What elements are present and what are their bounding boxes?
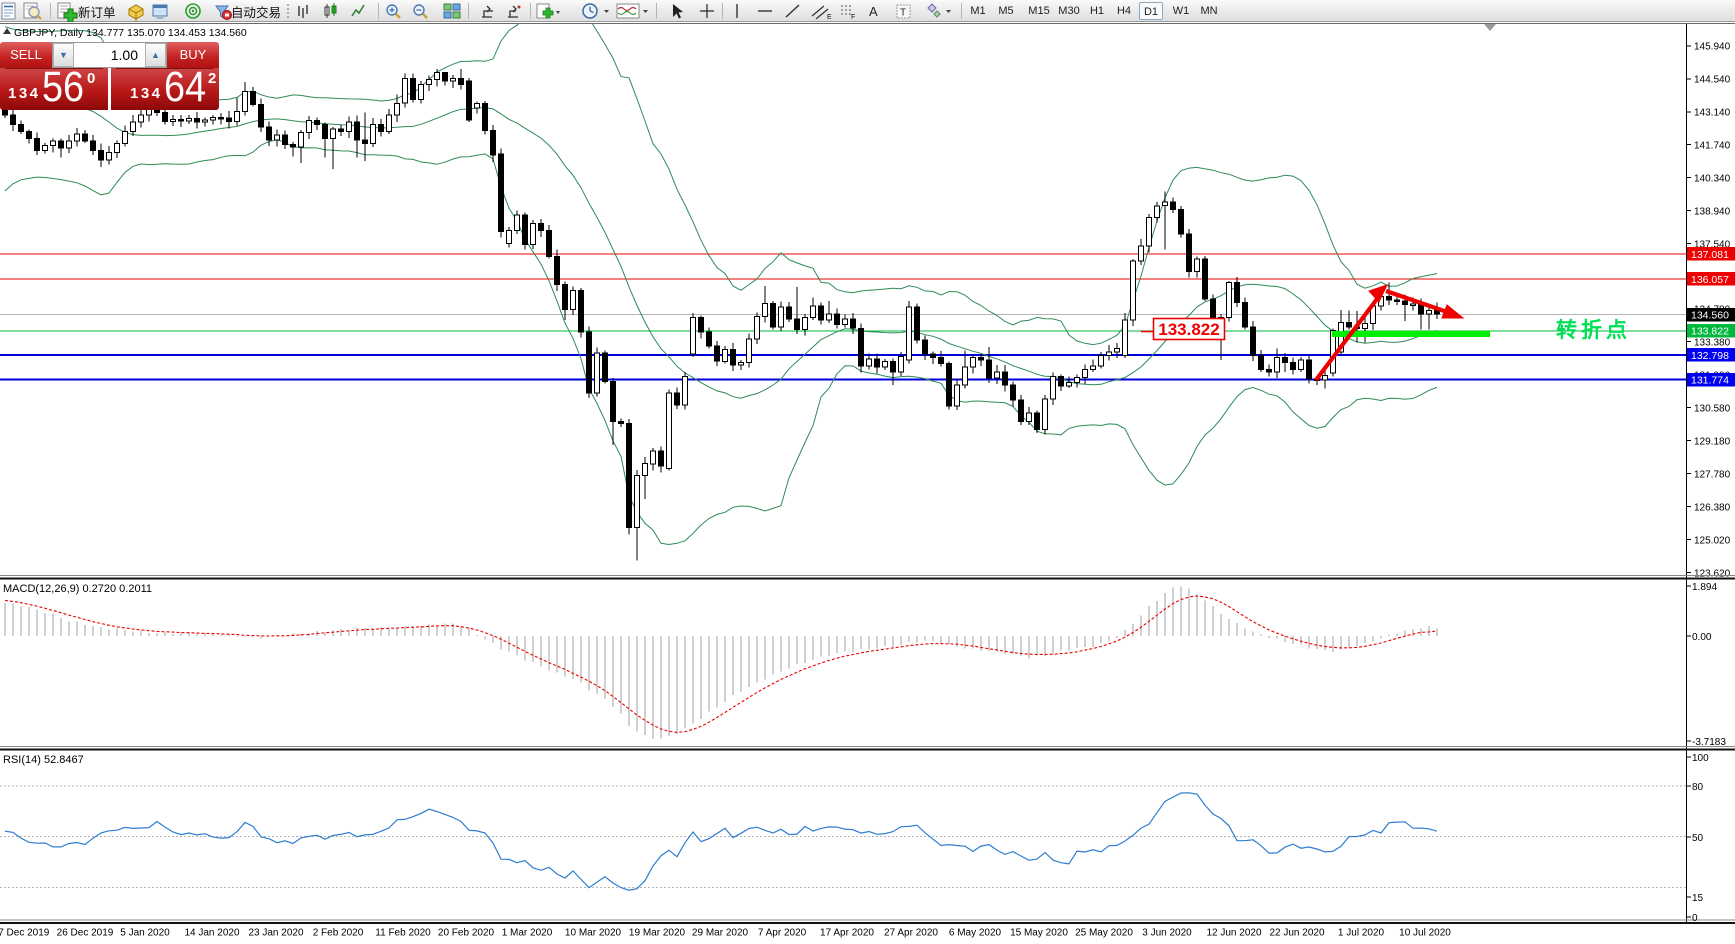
svg-text:17 Dec 2019: 17 Dec 2019 bbox=[0, 928, 50, 939]
svg-text:144.540: 144.540 bbox=[1694, 75, 1731, 86]
svg-text:134.560: 134.560 bbox=[1691, 310, 1729, 322]
svg-text:137.081: 137.081 bbox=[1691, 249, 1729, 261]
svg-text:80: 80 bbox=[1692, 782, 1704, 793]
svg-text:141.740: 141.740 bbox=[1694, 141, 1731, 152]
svg-text:10 Jul 2020: 10 Jul 2020 bbox=[1399, 928, 1451, 939]
svg-text:E: E bbox=[827, 14, 832, 21]
svg-text:0.00: 0.00 bbox=[1692, 632, 1712, 643]
svg-text:GBPJPY, Daily 134.777 135.070: GBPJPY, Daily 134.777 135.070 134.453 13… bbox=[14, 27, 247, 39]
svg-text:12 Jun 2020: 12 Jun 2020 bbox=[1206, 928, 1261, 939]
svg-text:15: 15 bbox=[1692, 893, 1704, 904]
svg-text:F: F bbox=[851, 14, 855, 21]
svg-text:50: 50 bbox=[1692, 833, 1704, 844]
svg-text:132.798: 132.798 bbox=[1691, 350, 1729, 362]
svg-text:143.140: 143.140 bbox=[1694, 108, 1731, 119]
svg-text:133.380: 133.380 bbox=[1694, 338, 1731, 349]
svg-text:1.894: 1.894 bbox=[1692, 582, 1717, 593]
svg-text:A: A bbox=[869, 4, 878, 19]
svg-text:1 Mar 2020: 1 Mar 2020 bbox=[502, 928, 553, 939]
svg-text:14 Jan 2020: 14 Jan 2020 bbox=[184, 928, 239, 939]
svg-text:127.780: 127.780 bbox=[1694, 469, 1731, 480]
svg-text:136.057: 136.057 bbox=[1691, 274, 1729, 286]
svg-text:RSI(14) 52.8467: RSI(14) 52.8467 bbox=[3, 754, 84, 766]
svg-text:26 Dec 2019: 26 Dec 2019 bbox=[57, 928, 114, 939]
svg-text:6 May 2020: 6 May 2020 bbox=[949, 928, 1002, 939]
svg-text:1 Jul 2020: 1 Jul 2020 bbox=[1338, 928, 1385, 939]
svg-text:MACD(12,26,9) 0.2720 0.2011: MACD(12,26,9) 0.2720 0.2011 bbox=[3, 583, 152, 595]
svg-text:2 Feb 2020: 2 Feb 2020 bbox=[313, 928, 364, 939]
svg-text:29 Mar 2020: 29 Mar 2020 bbox=[692, 928, 749, 939]
svg-text:137.540: 137.540 bbox=[1694, 240, 1731, 251]
svg-text:129.180: 129.180 bbox=[1694, 437, 1731, 448]
svg-text:100: 100 bbox=[1692, 753, 1709, 764]
svg-text:11 Feb 2020: 11 Feb 2020 bbox=[375, 928, 431, 939]
svg-text:131.774: 131.774 bbox=[1691, 375, 1729, 387]
svg-text:22 Jun 2020: 22 Jun 2020 bbox=[1269, 928, 1324, 939]
svg-text:125.020: 125.020 bbox=[1694, 535, 1731, 546]
svg-text:133.822: 133.822 bbox=[1691, 326, 1729, 338]
svg-text:27 Apr 2020: 27 Apr 2020 bbox=[884, 928, 938, 939]
svg-text:126.380: 126.380 bbox=[1694, 502, 1731, 513]
svg-text:23 Jan 2020: 23 Jan 2020 bbox=[248, 928, 303, 939]
svg-text:20 Feb 2020: 20 Feb 2020 bbox=[438, 928, 495, 939]
svg-text:10 Mar 2020: 10 Mar 2020 bbox=[565, 928, 622, 939]
svg-text:T: T bbox=[900, 8, 906, 19]
svg-text:0: 0 bbox=[1692, 913, 1698, 924]
svg-text:3 Jun 2020: 3 Jun 2020 bbox=[1142, 928, 1192, 939]
svg-text:转折点: 转折点 bbox=[1556, 318, 1631, 342]
svg-text:5 Jan 2020: 5 Jan 2020 bbox=[120, 928, 170, 939]
svg-text:19 Mar 2020: 19 Mar 2020 bbox=[629, 928, 686, 939]
svg-text:130.580: 130.580 bbox=[1694, 404, 1731, 415]
svg-text:138.940: 138.940 bbox=[1694, 207, 1731, 218]
svg-text:140.340: 140.340 bbox=[1694, 174, 1731, 185]
svg-text:-3.7183: -3.7183 bbox=[1692, 737, 1726, 748]
svg-text:7 Apr 2020: 7 Apr 2020 bbox=[758, 928, 807, 939]
svg-text:15 May 2020: 15 May 2020 bbox=[1010, 928, 1068, 939]
svg-text:17 Apr 2020: 17 Apr 2020 bbox=[820, 928, 874, 939]
svg-text:25 May 2020: 25 May 2020 bbox=[1075, 928, 1133, 939]
svg-text:145.940: 145.940 bbox=[1694, 42, 1731, 53]
svg-text:123.620: 123.620 bbox=[1694, 568, 1731, 579]
svg-text:133.822: 133.822 bbox=[1158, 320, 1219, 339]
